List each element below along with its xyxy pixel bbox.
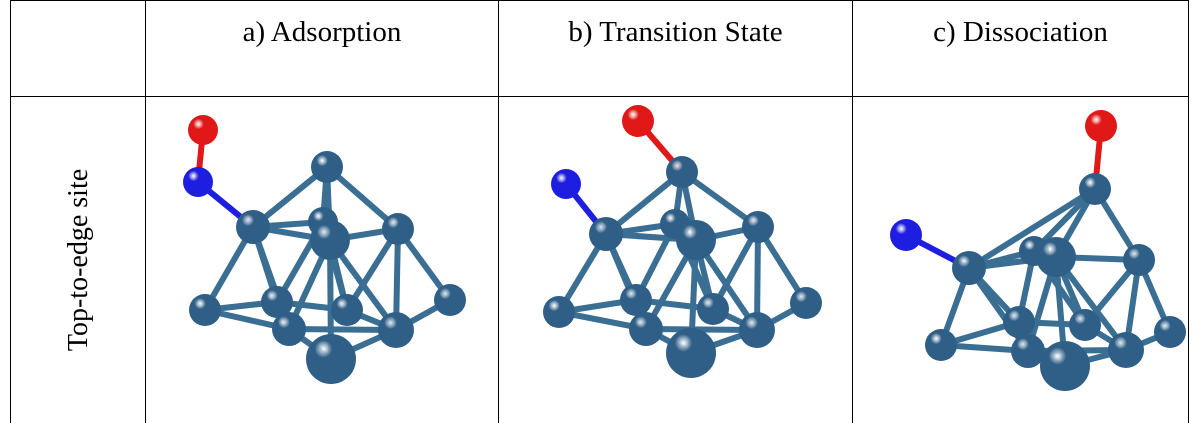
metal-atom	[236, 210, 270, 244]
metal-atom	[666, 156, 698, 188]
metal-atom	[261, 286, 293, 318]
molecule-transition-state-image	[543, 105, 822, 378]
metal-atom	[1069, 309, 1101, 341]
bond	[966, 186, 1098, 271]
metal-atom	[666, 328, 716, 378]
metal-atom	[272, 312, 306, 346]
metal-atom	[676, 220, 716, 260]
table-divider-col2	[498, 0, 499, 423]
metal-atom	[306, 334, 356, 384]
oxygen-atom	[622, 105, 654, 137]
table-divider-col3	[852, 0, 853, 423]
metal-atom	[697, 293, 729, 325]
metal-atom	[378, 312, 414, 348]
metal-atom	[925, 329, 957, 361]
metal-atom	[310, 220, 350, 260]
molecule-dissociation-image	[890, 110, 1186, 391]
metal-atom	[1040, 341, 1090, 391]
metal-atom	[589, 217, 623, 251]
header-dissociation: c) Dissociation	[933, 16, 1108, 48]
row-label-top-to-edge: Top-to-edge site	[63, 168, 94, 351]
nitrogen-atom	[890, 219, 922, 251]
header-transition-state: b) Transition State	[568, 16, 783, 48]
oxygen-atom	[1085, 110, 1117, 142]
metal-atom	[952, 251, 986, 285]
header-cell-transition-state: b) Transition State	[499, 0, 852, 96]
table-border-left	[10, 0, 11, 423]
metal-atom	[790, 287, 822, 319]
bond	[643, 326, 760, 333]
table-header-divider	[10, 96, 1189, 97]
molecule-adsorption-image	[183, 115, 466, 384]
metal-atom	[1154, 316, 1186, 348]
nitrogen-atom	[551, 169, 581, 199]
oxygen-atom	[188, 115, 218, 145]
metal-atom	[742, 211, 774, 243]
metal-atom	[1123, 244, 1155, 276]
metal-atom	[1011, 334, 1045, 368]
metal-atom	[1108, 332, 1144, 368]
metal-atom	[629, 312, 663, 346]
header-adsorption: a) Adsorption	[242, 16, 402, 48]
table-divider-col1	[145, 0, 146, 423]
metal-atom	[382, 213, 414, 245]
table-border-top	[10, 0, 1189, 1]
metal-atom	[543, 296, 575, 328]
metal-atom	[1003, 306, 1035, 338]
metal-atom	[434, 284, 466, 316]
metal-atom	[189, 294, 221, 326]
metal-atom	[311, 151, 343, 183]
metal-atom	[739, 312, 775, 348]
row-label-cell: Top-to-edge site	[12, 96, 146, 423]
metal-atom	[1079, 173, 1111, 205]
header-cell-adsorption: a) Adsorption	[146, 0, 498, 96]
table-border-right	[1188, 0, 1189, 423]
nitrogen-atom	[183, 167, 213, 197]
metal-atom	[620, 284, 652, 316]
metal-atom	[331, 294, 363, 326]
header-cell-dissociation: c) Dissociation	[853, 0, 1188, 96]
metal-atom	[1036, 237, 1076, 277]
